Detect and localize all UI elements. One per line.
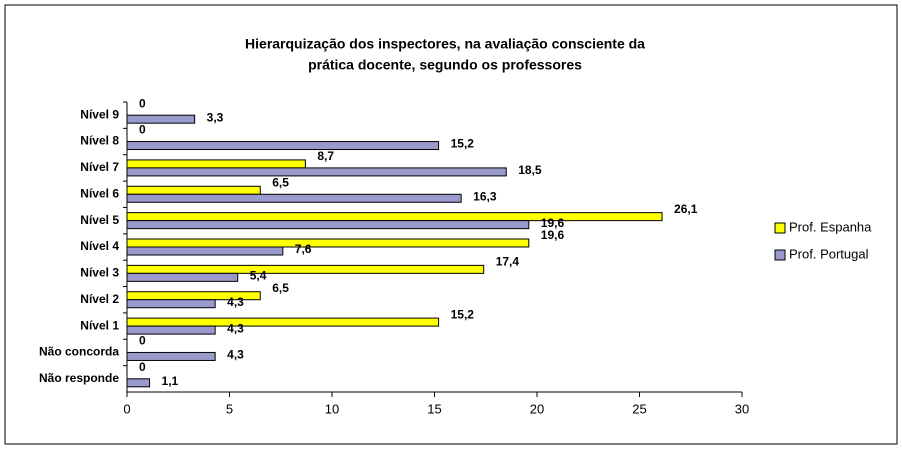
y-tick-label: Nível 5 bbox=[80, 213, 119, 227]
bar bbox=[126, 238, 530, 248]
data-label: 4,3 bbox=[227, 295, 244, 309]
bar bbox=[126, 185, 261, 195]
bar bbox=[126, 272, 239, 282]
legend-swatch bbox=[774, 249, 786, 261]
data-label: 19,6 bbox=[541, 216, 565, 230]
legend-swatch bbox=[774, 222, 786, 234]
bar bbox=[126, 325, 216, 335]
data-label: 0 bbox=[139, 96, 146, 110]
bar bbox=[126, 141, 440, 151]
data-label: 17,4 bbox=[496, 255, 520, 269]
data-label: 19,6 bbox=[541, 228, 565, 242]
data-label: 4,3 bbox=[227, 321, 244, 335]
data-label: 8,7 bbox=[317, 149, 334, 163]
chart-title: prática docente, segundo os professores bbox=[308, 57, 582, 73]
bar bbox=[126, 246, 284, 256]
bar bbox=[126, 212, 663, 222]
x-tick-label: 25 bbox=[632, 401, 646, 416]
bar bbox=[126, 159, 306, 169]
bar bbox=[126, 220, 530, 230]
y-tick-label: Nível 3 bbox=[80, 266, 119, 280]
y-tick-label: Nível 8 bbox=[80, 134, 119, 148]
bar bbox=[126, 351, 216, 361]
y-tick-label: Não responde bbox=[39, 371, 119, 385]
data-label: 18,5 bbox=[518, 163, 542, 177]
chart-title: Hierarquização dos inspectores, na avali… bbox=[245, 36, 645, 52]
bar bbox=[126, 167, 507, 177]
data-label: 0 bbox=[139, 123, 146, 137]
y-tick-label: Nível 1 bbox=[80, 318, 119, 332]
y-tick-label: Nível 2 bbox=[80, 292, 119, 306]
data-label: 15,2 bbox=[451, 307, 475, 321]
x-tick-label: 15 bbox=[427, 401, 441, 416]
x-tick-label: 20 bbox=[530, 401, 544, 416]
data-label: 1,1 bbox=[162, 374, 179, 388]
bar bbox=[126, 264, 485, 274]
bar bbox=[126, 114, 196, 124]
y-tick-label: Nível 4 bbox=[80, 239, 119, 253]
x-tick-label: 10 bbox=[325, 401, 339, 416]
bar bbox=[126, 299, 216, 309]
data-label: 16,3 bbox=[473, 189, 497, 203]
x-tick-label: 30 bbox=[735, 401, 749, 416]
data-label: 6,5 bbox=[272, 175, 289, 189]
y-tick-label: Nível 9 bbox=[80, 107, 119, 121]
bar bbox=[126, 193, 462, 203]
data-label: 6,5 bbox=[272, 281, 289, 295]
legend-label: Prof. Portugal bbox=[789, 246, 869, 261]
bar bbox=[126, 378, 151, 388]
data-label: 0 bbox=[139, 334, 146, 348]
data-label: 26,1 bbox=[674, 202, 698, 216]
legend-label: Prof. Espanha bbox=[789, 219, 872, 234]
data-label: 5,4 bbox=[250, 269, 267, 283]
data-label: 3,3 bbox=[207, 110, 224, 124]
data-label: 0 bbox=[139, 360, 146, 374]
data-label: 15,2 bbox=[451, 137, 475, 151]
x-tick-label: 0 bbox=[123, 401, 130, 416]
y-tick-label: Nível 7 bbox=[80, 160, 119, 174]
y-tick-label: Nível 6 bbox=[80, 186, 119, 200]
bar bbox=[126, 317, 440, 327]
x-tick-label: 5 bbox=[226, 401, 233, 416]
y-tick-label: Não concorda bbox=[39, 345, 119, 359]
data-label: 4,3 bbox=[227, 348, 244, 362]
data-label: 7,6 bbox=[295, 242, 312, 256]
